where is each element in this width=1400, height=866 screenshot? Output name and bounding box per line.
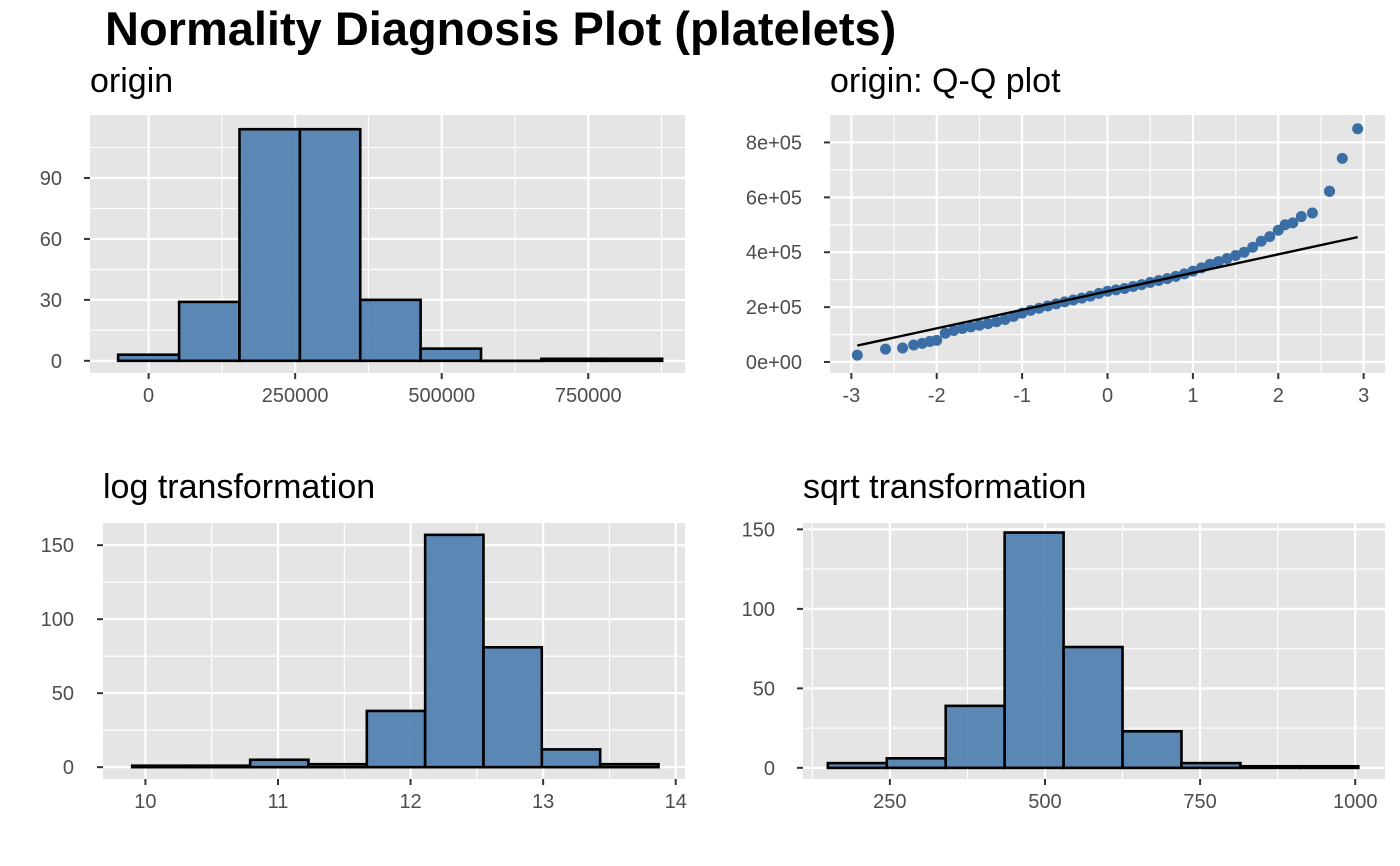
panel-2-qq-point [1324,185,1335,197]
panel-1-histogram-bar [419,347,483,363]
panel-2-qq-point [965,321,977,333]
panel-2-qq-point [880,343,891,355]
panel-3-histogram-bar [365,709,427,769]
panel-3-histogram-bar [540,748,602,769]
panel-2-y-tick-label: 8e+05 [746,132,802,154]
panel-3-x-tick-label: 13 [532,791,554,813]
panel-4-histogram-bar [1180,761,1242,770]
panel-2-qq-point [973,319,985,331]
panel-2-qq-point [1230,250,1242,262]
panel-2-x-tick-label: -3 [842,385,860,407]
panel-1-x-tick-label: 750000 [555,385,622,407]
panel-3-y-tick-label: 150 [41,535,74,557]
panel-1-histogram-bar [540,357,604,363]
panel-3-x-tick-label: 12 [399,791,421,813]
panel-1-histogram-bar [238,127,302,363]
panel-3-y-tick-label: 100 [41,609,74,631]
panel-1-x-tick-label: 500000 [408,385,475,407]
panel-2-x-tick-label: -1 [1013,385,1031,407]
panel-2-qq-point [897,342,909,354]
panel-3-histogram-bar [423,533,485,769]
panel-2-qq-point [956,323,968,335]
panel-2-y-tick-label: 2e+05 [746,297,802,319]
panel-2-x-tick-label: 1 [1187,385,1198,407]
panel-2-qq-point [1336,152,1348,164]
panel-2-qq-point [851,349,863,361]
panel-3-x-tick-label: 11 [268,791,289,813]
panel-2-qq-point [1213,256,1224,268]
panel-3-histogram-bar [482,646,544,769]
panel-3-title: log transformation [103,468,375,506]
panel-4-y-tick-label: 100 [742,599,775,621]
panel-4-title: sqrt transformation [803,468,1086,506]
panel-2-y-tick-label: 0e+00 [746,352,802,374]
panel-4-y-tick-label: 0 [764,758,775,780]
panel-3-x-tick-label: 10 [134,791,156,813]
panel-1-title: origin [90,62,173,100]
panel-4-histogram-bar [1062,645,1124,770]
main-title: Normality Diagnosis Plot (platelets) [105,2,897,55]
panel-2-qq-point [1287,217,1299,229]
panel-4-x-tick-label: 1000 [1333,791,1378,813]
panel-4-histogram-bar [1298,764,1360,770]
panel-2-title: origin: Q-Q plot [830,62,1061,100]
panel-3-y-tick-label: 0 [63,757,74,779]
panel-4-x-tick-label: 250 [873,791,906,813]
panel-2-qq-point [1247,241,1259,253]
panel-1-y-tick-label: 90 [40,168,62,190]
panel-2-qq-point [1204,258,1216,270]
panel-2-qq-point [1352,123,1364,135]
panel-3-histogram-bar [307,762,369,769]
panel-2-qq-point [931,334,943,346]
panel-3-x-tick-label: 14 [665,791,687,813]
panel-2-qq-point [1306,207,1318,219]
panel-4-x-tick-label: 750 [1183,791,1216,813]
panel-2-qq-point [908,339,920,351]
panel-2-qq-point [1255,235,1267,247]
panel-4-histogram-bar [885,757,948,770]
panel-2-x-tick-label: 0 [1102,385,1113,407]
panel-1-histogram-bar [358,298,422,363]
panel-2-qq-point [1295,211,1307,223]
panel-4-histogram-bar [1239,764,1301,770]
panel-2-x-tick-label: 2 [1273,385,1284,407]
panel-2-qq-point [1264,231,1276,243]
panel-2-qq-point [982,318,994,330]
panel-3-y-tick-label: 50 [52,683,74,705]
panel-4-y-tick-label: 150 [742,519,775,541]
panel-2-qq-point [1008,310,1020,322]
panel-2-x-tick-label: -2 [928,385,946,407]
panel-2-qq-point [991,316,1002,328]
panel-4-histogram-bar [1003,531,1065,770]
panel-2-qq-point [939,327,951,339]
panel-2-y-tick-label: 6e+05 [746,187,802,209]
panel-4-y-tick-label: 50 [753,678,775,700]
panel-2-qq-point [999,313,1011,325]
panel-2-qq-point [1221,253,1233,265]
panel-2-reference-line [857,235,1358,347]
panel-1-histogram-bar [298,127,362,363]
panel-1-x-tick-label: 0 [143,385,154,407]
panel-3-histogram-bar [190,764,252,769]
panel-1-y-tick-label: 30 [40,290,62,312]
panel-1-histogram-bar [116,353,181,363]
panel-1-y-tick-label: 0 [51,351,62,373]
panel-4-histogram-bar [1121,729,1183,770]
panel-2-qq-point [1238,246,1250,258]
panel-4-histogram-bar [826,761,889,770]
panel-3-histogram-bar [598,762,660,769]
panel-1-histogram-bar [177,300,241,363]
panel-3-histogram-bar [248,758,310,769]
panel-1-y-tick-label: 60 [40,229,62,251]
panel-1-histogram-bar [600,357,664,363]
panel-4-x-tick-label: 500 [1028,791,1061,813]
panel-2-y-tick-label: 4e+05 [746,242,802,264]
panel-1-x-tick-label: 250000 [262,385,329,407]
panel-3-histogram-bar [130,764,194,769]
panel-2-qq-point [948,324,960,336]
panel-2-x-tick-label: 3 [1358,385,1369,407]
panel-4-histogram-bar [944,704,1006,770]
